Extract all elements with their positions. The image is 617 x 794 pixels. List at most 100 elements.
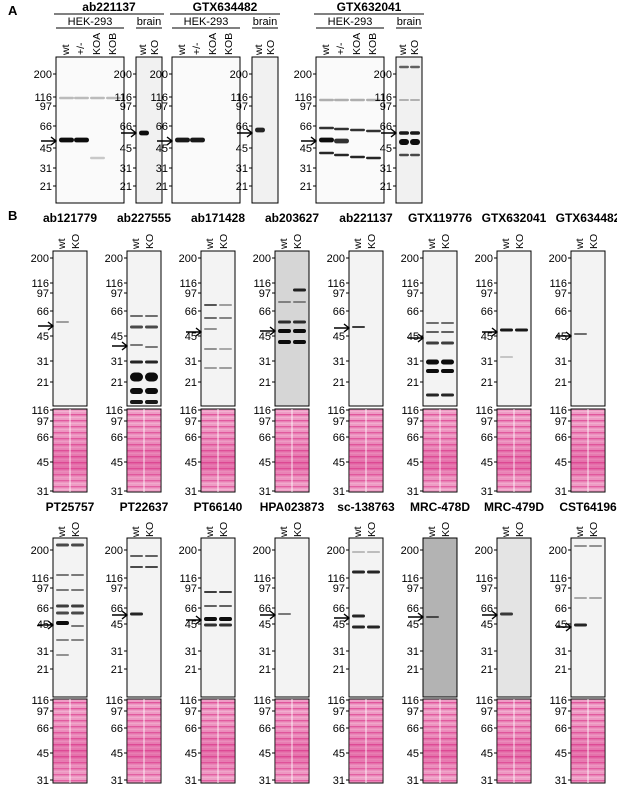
blot-band (350, 98, 365, 102)
mw-label: 45 (259, 748, 271, 760)
antibody-title: ab227555 (117, 211, 171, 225)
blot-band (56, 543, 69, 547)
mw-label: 116 (475, 573, 493, 585)
mw-label: 97 (40, 101, 52, 113)
lane-label: KO (292, 522, 304, 537)
blot-band (219, 317, 232, 319)
mw-label: 66 (120, 121, 132, 133)
mw-label: 200 (105, 253, 123, 265)
mw-label: 116 (31, 695, 49, 707)
lane-label: KO (144, 234, 156, 249)
blot-band (350, 155, 365, 159)
mw-label: 31 (40, 163, 52, 175)
mw-label: 116 (31, 278, 49, 290)
tissue-label: brain (397, 16, 421, 28)
antibody-title: GTX634482 (556, 211, 617, 225)
mw-label: 66 (380, 121, 392, 133)
mw-label: 97 (37, 416, 49, 428)
mw-label: 97 (37, 288, 49, 300)
lane-label: wt (574, 526, 586, 538)
blot-band (204, 591, 217, 593)
mw-label: 45 (37, 748, 49, 760)
blot-band (441, 341, 454, 345)
mw-label: 97 (481, 706, 493, 718)
mw-label: 97 (555, 706, 567, 718)
blot-band (500, 328, 513, 332)
antibody-title: MRC-479D (484, 500, 544, 514)
mw-label: 31 (259, 356, 271, 368)
mw-label: 200 (327, 545, 345, 557)
mw-label: 66 (555, 432, 567, 444)
mw-label: 66 (555, 723, 567, 735)
mw-label: 21 (333, 664, 345, 676)
antibody-title: PT66140 (194, 500, 243, 514)
blot-membrane (395, 56, 423, 204)
arrow-icon (334, 613, 351, 623)
mw-label: 66 (185, 603, 197, 615)
blot-membrane (274, 250, 310, 407)
mw-label: 116 (179, 278, 197, 290)
blot-band (293, 320, 306, 324)
mw-label: 97 (259, 288, 271, 300)
mw-label: 31 (555, 486, 567, 498)
blot-band (410, 153, 420, 157)
antibody-title: ab203627 (265, 211, 319, 225)
mw-label: 97 (111, 416, 123, 428)
blot-band (71, 611, 84, 615)
blot-band (56, 604, 69, 608)
lane-label: wt (426, 526, 438, 538)
lane-label: KO (440, 522, 452, 537)
mw-label: 116 (475, 695, 493, 707)
blot-band (56, 621, 69, 625)
mw-label: 31 (555, 775, 567, 787)
mw-label: 200 (549, 545, 567, 557)
arrow-icon (381, 128, 398, 138)
mw-label: 45 (333, 748, 345, 760)
blot-band (145, 360, 158, 364)
mw-label: 97 (481, 416, 493, 428)
mw-label: 66 (259, 306, 271, 318)
mw-label: 116 (105, 573, 123, 585)
blot-band (71, 543, 84, 547)
blot-membrane (52, 537, 88, 698)
mw-label: 116 (253, 278, 271, 290)
blot-band (219, 304, 232, 306)
blot-band (500, 356, 513, 358)
blot-band (293, 288, 306, 292)
mw-label: 97 (111, 288, 123, 300)
mw-label: 21 (407, 664, 419, 676)
mw-label: 97 (185, 288, 197, 300)
mw-label: 66 (111, 603, 123, 615)
blot-band (71, 639, 84, 641)
mw-label: 200 (179, 545, 197, 557)
mw-label: 97 (185, 416, 197, 428)
blot-band (278, 340, 291, 344)
lane-label: wt (574, 238, 586, 250)
blot-band (278, 301, 291, 303)
mw-label: 97 (380, 101, 392, 113)
mw-label: 66 (407, 432, 419, 444)
blot-band (145, 372, 158, 382)
blot-band (334, 127, 349, 131)
blot-band (278, 613, 291, 615)
blot-membrane (135, 56, 163, 204)
mw-label: 31 (156, 163, 168, 175)
mw-label: 116 (179, 573, 197, 585)
blot-band (334, 98, 349, 102)
blot-band (59, 96, 74, 100)
mw-label: 21 (333, 377, 345, 389)
mw-label: 45 (37, 457, 49, 469)
lane-label: KOA (91, 33, 103, 55)
arrow-icon (38, 321, 55, 331)
mw-label: 45 (185, 619, 197, 631)
mw-label: 45 (259, 619, 271, 631)
blot-band (145, 555, 158, 557)
mw-label: 45 (407, 331, 419, 343)
mw-label: 200 (150, 69, 168, 81)
blot-band (319, 151, 334, 155)
lane-label: KO (409, 40, 421, 55)
lane-label: KOA (207, 33, 219, 55)
